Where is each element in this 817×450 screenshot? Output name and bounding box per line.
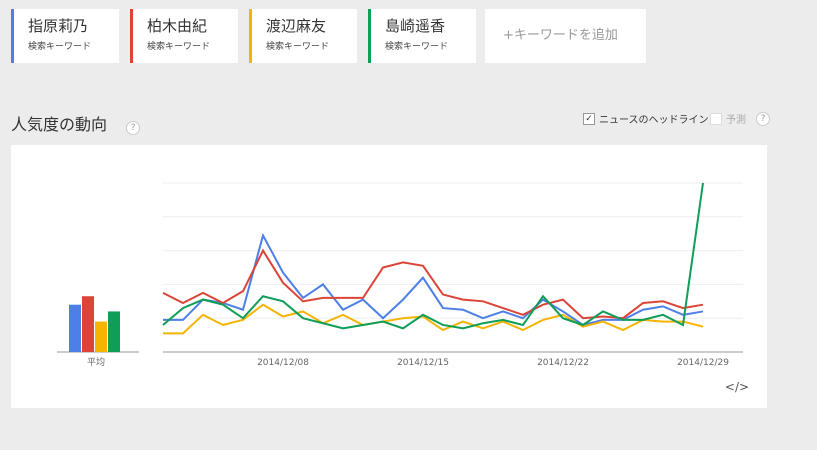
help-icon[interactable]: ? (126, 121, 141, 135)
help-icon[interactable]: ? (756, 111, 770, 126)
title-text: 人気度の動向 (11, 115, 108, 134)
chart: </> 平均 2014/12/08 2014/12/15 2014/12/22 2014… (11, 145, 767, 408)
keyword-card[interactable]: 指原莉乃検索キーワード (11, 9, 119, 63)
keyword-sublabel: 検索キーワード (266, 42, 330, 52)
option[interactable]: ✓ ニュースのヘッドライン (583, 111, 709, 126)
x-tick-label: 2014/12/29 (677, 358, 729, 368)
checkbox[interactable] (710, 112, 722, 125)
keyword-term: 渡辺麻友 (266, 17, 327, 35)
x-tick-label: 2014/12/08 (257, 358, 309, 368)
keyword-term: 島崎遥香 (385, 17, 446, 35)
average-bar (69, 304, 81, 352)
average-bar (82, 296, 94, 352)
series-line (162, 182, 704, 330)
x-tick-label: 2014/12/15 (397, 358, 449, 368)
average-bar (95, 321, 107, 352)
option[interactable]: 予測? (710, 111, 770, 126)
section-title: 人気度の動向 ? (11, 111, 141, 135)
average-label: 平均 (87, 356, 105, 368)
series-line (163, 303, 704, 335)
add-keyword[interactable]: +キーワードを追加 (485, 9, 646, 63)
keyword-sublabel: 検索キーワード (147, 42, 211, 52)
keyword-card[interactable]: 渡辺麻友検索キーワード (249, 9, 357, 63)
keyword-card[interactable]: 柏木由紀検索キーワード (130, 9, 238, 63)
keyword-term: 指原莉乃 (28, 17, 89, 35)
average-bar (108, 311, 120, 352)
keyword-sublabel: 検索キーワード (28, 42, 92, 52)
embed-icon[interactable]: </> (725, 380, 749, 394)
series-line (162, 248, 704, 320)
option-label: 予測 (726, 115, 746, 126)
x-tick-label: 2014/12/22 (537, 358, 589, 368)
keyword-card[interactable]: 島崎遥香検索キーワード (368, 9, 476, 63)
keyword-term: 柏木由紀 (147, 17, 208, 35)
keyword-sublabel: 検索キーワード (385, 42, 449, 52)
chart-panel (11, 145, 767, 408)
checkbox[interactable]: ✓ (583, 112, 595, 125)
option-label: ニュースのヘッドライン (599, 115, 709, 126)
